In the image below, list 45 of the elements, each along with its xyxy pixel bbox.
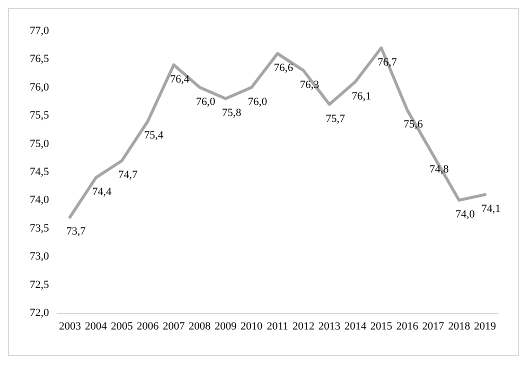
y-tick-label: 74,5	[30, 166, 50, 178]
y-tick-label: 73,5	[30, 222, 50, 234]
y-tick-label: 75,0	[30, 138, 50, 150]
data-label: 75,7	[326, 112, 346, 125]
x-tick-label: 2007	[162, 320, 186, 332]
data-label: 75,8	[222, 107, 242, 120]
data-label: 76,0	[196, 96, 216, 108]
y-tick-label: 76,5	[30, 53, 50, 66]
x-tick-label: 2010	[240, 320, 264, 332]
y-tick-label: 76,0	[30, 81, 50, 94]
x-tick-label: 2017	[422, 320, 445, 332]
data-label: 76,1	[352, 90, 371, 102]
y-tick-label: 72,5	[30, 278, 50, 291]
x-tick-label: 2016	[396, 320, 419, 332]
data-label: 74,0	[455, 208, 476, 221]
data-label: 74,7	[118, 169, 138, 182]
y-tick-label: 77,0	[30, 25, 50, 37]
data-label: 76,4	[170, 73, 190, 86]
x-tick-label: 2015	[370, 320, 393, 332]
data-label: 76,0	[248, 96, 268, 108]
x-tick-label: 2008	[188, 320, 212, 332]
data-label: 74,1	[481, 203, 501, 216]
data-label: 74,4	[92, 186, 112, 198]
x-tick-label: 2006	[136, 320, 160, 332]
data-label: 74,8	[430, 164, 450, 176]
data-label: 75,6	[404, 118, 424, 130]
data-label: 75,4	[144, 130, 164, 142]
y-tick-label: 73,0	[30, 250, 50, 263]
x-tick-label: 2009	[214, 320, 238, 332]
y-tick-label: 75,5	[30, 110, 50, 122]
data-label: 76,7	[378, 56, 398, 68]
data-label: 76,6	[274, 62, 294, 74]
x-tick-label: 2013	[318, 320, 341, 332]
y-tick-label: 72,0	[30, 307, 50, 319]
x-tick-label: 2018	[448, 320, 471, 332]
x-tick-label: 2004	[84, 320, 108, 332]
x-tick-label: 2011	[266, 320, 288, 332]
x-tick-label: 2003	[58, 320, 82, 332]
y-tick-label: 74,0	[30, 194, 50, 206]
x-tick-label: 2019	[474, 320, 497, 332]
x-tick-label: 2012	[292, 320, 314, 332]
x-tick-label: 2014	[344, 320, 367, 332]
data-label: 73,7	[66, 226, 86, 238]
data-label: 76,3	[300, 78, 320, 91]
x-tick-label: 2005	[110, 320, 134, 332]
